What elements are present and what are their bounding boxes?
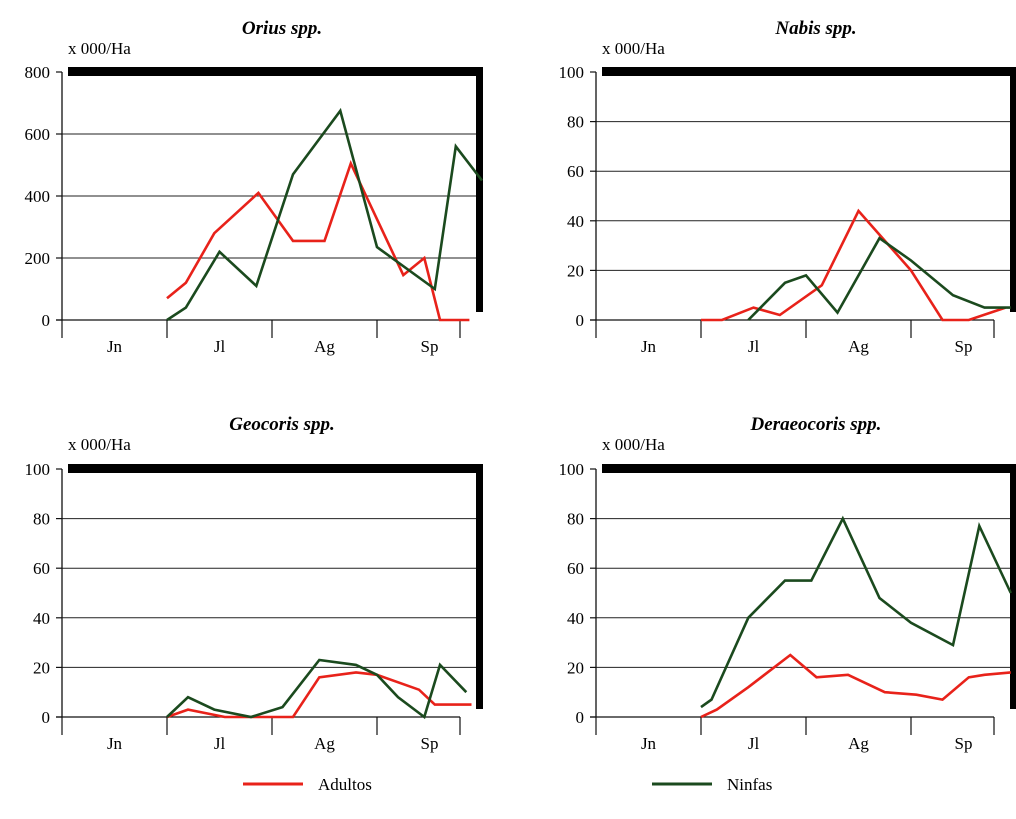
y-tick-label: 40	[567, 212, 584, 231]
x-category-label: Jl	[748, 337, 760, 356]
chart-legend: Adultos Ninfas	[243, 775, 772, 794]
y-axis-unit-label: x 000/Ha	[68, 39, 131, 58]
x-category-label: Jn	[107, 337, 123, 356]
y-tick-label: 800	[25, 63, 51, 82]
y-tick-label: 100	[559, 63, 585, 82]
x-category-label: Ag	[848, 337, 869, 356]
x-category-label: Jl	[214, 337, 226, 356]
y-tick-label: 20	[567, 658, 584, 677]
y-axis-unit-label: x 000/Ha	[68, 435, 131, 454]
y-tick-label: 20	[33, 658, 50, 677]
panel-title: Nabis spp.	[774, 18, 856, 39]
y-axis-unit-label: x 000/Ha	[602, 39, 665, 58]
y-tick-label: 400	[25, 187, 51, 206]
series-line-adultos	[701, 208, 1006, 322]
y-tick-label: 0	[42, 708, 51, 727]
frame-top-bar	[68, 67, 482, 76]
x-category-label: Jl	[214, 734, 226, 753]
panel-title: Geocoris spp.	[229, 414, 335, 435]
x-category-label: Jn	[641, 734, 657, 753]
y-tick-label: 0	[576, 311, 585, 330]
y-tick-label: 40	[33, 609, 50, 628]
y-tick-label: 80	[567, 510, 584, 529]
y-tick-label: 60	[567, 559, 584, 578]
y-tick-label: 0	[576, 708, 585, 727]
frame-top-bar	[602, 67, 1016, 76]
x-category-label: Sp	[955, 734, 973, 753]
legend-label-adultos: Adultos	[318, 775, 372, 794]
y-tick-label: 40	[567, 609, 584, 628]
series-line-adultos	[166, 671, 472, 719]
chart-panel-1: Orius spp. x 000/Ha 0 200 400 600 800 Jn Jl Ag Sp	[25, 18, 484, 356]
x-category-label: Jn	[107, 734, 123, 753]
y-tick-label: 200	[25, 249, 51, 268]
y-tick-label: 0	[42, 311, 51, 330]
y-tick-label: 20	[567, 261, 584, 280]
series-line-ninfas	[747, 236, 1011, 321]
x-category-label: Ag	[848, 734, 869, 753]
series-line-ninfas	[166, 107, 484, 322]
x-category-label: Jl	[748, 734, 760, 753]
legend-label-ninfas: Ninfas	[727, 775, 772, 794]
y-tick-label: 80	[33, 510, 50, 529]
series-line-adultos	[166, 160, 470, 322]
series-line-ninfas	[700, 515, 1012, 709]
x-category-label: Sp	[421, 734, 439, 753]
chart-panel-3: Geocoris spp. x 000/Ha 0 20 40 60 80 100 Jn Jl Ag S…	[25, 414, 483, 753]
chart-panel-2: Nabis spp. x 000/Ha 0 20 40 60 80 100 Jn Jl Ag Sp	[559, 18, 1016, 356]
y-tick-label: 600	[25, 125, 51, 144]
series-line-ninfas	[166, 658, 468, 720]
y-axis-unit-label: x 000/Ha	[602, 435, 665, 454]
y-tick-label: 60	[33, 559, 50, 578]
frame-right-bar	[476, 464, 483, 709]
y-tick-label: 60	[567, 162, 584, 181]
panel-title: Orius spp.	[242, 18, 322, 39]
frame-top-bar	[68, 464, 482, 473]
x-category-label: Ag	[314, 734, 335, 753]
x-category-label: Sp	[421, 337, 439, 356]
panel-title: Deraeocoris spp.	[750, 414, 882, 435]
frame-right-bar	[1010, 67, 1016, 312]
y-tick-label: 80	[567, 113, 584, 132]
y-tick-label: 100	[25, 460, 51, 479]
x-category-label: Ag	[314, 337, 335, 356]
frame-right-bar	[476, 67, 483, 312]
frame-top-bar	[602, 464, 1016, 473]
x-category-label: Sp	[955, 337, 973, 356]
y-tick-label: 100	[559, 460, 585, 479]
frame-right-bar	[1010, 464, 1016, 709]
x-category-label: Jn	[641, 337, 657, 356]
chart-panel-4: Deraeocoris spp. x 000/Ha 0 20 40 60 80 100 Jn Jl…	[559, 414, 1016, 753]
series-line-adultos	[700, 653, 1011, 719]
